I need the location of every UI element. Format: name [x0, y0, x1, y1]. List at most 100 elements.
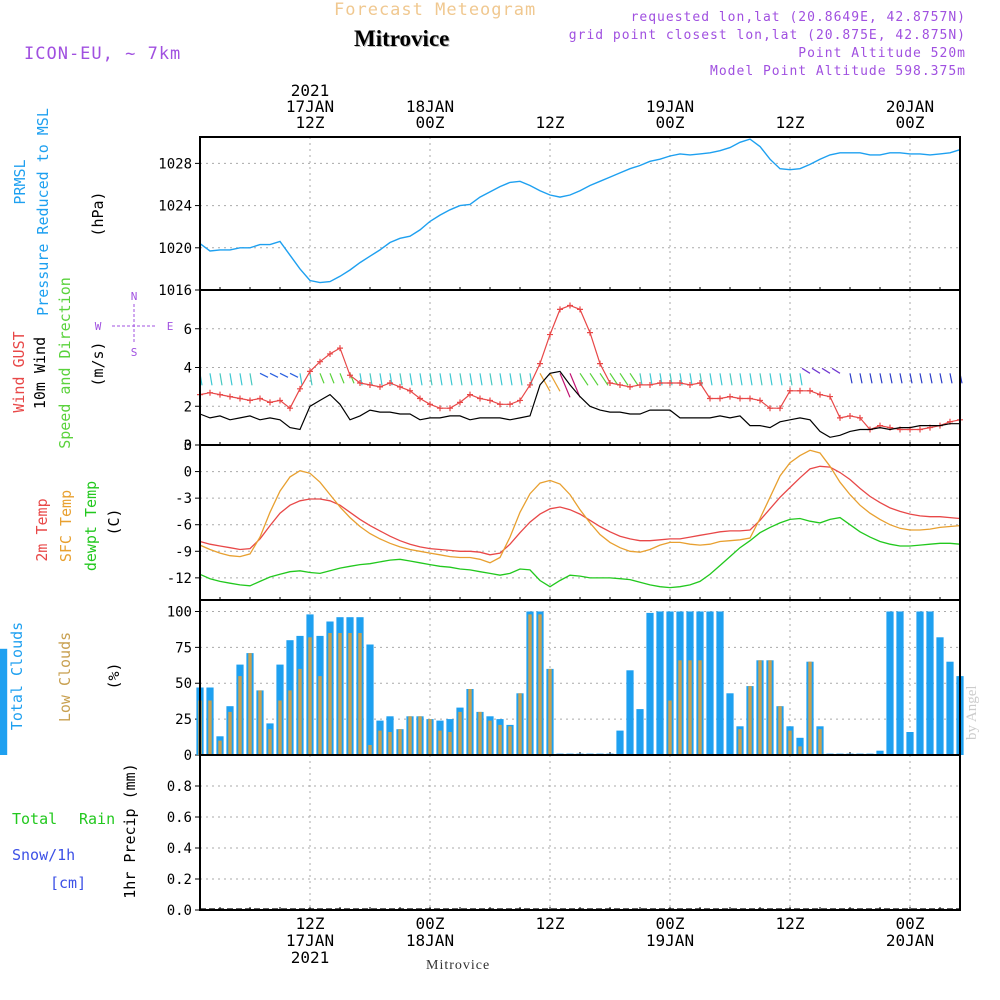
- wind-direction-arrow: [539, 373, 551, 392]
- gust-point: [737, 395, 743, 402]
- low-cloud-bar: [408, 716, 412, 756]
- wind-direction-arrow: [249, 373, 253, 386]
- dewpt-line: [199, 516, 961, 589]
- gust-point: [857, 414, 863, 421]
- y-tick-label: -3: [175, 491, 192, 507]
- gust-point: [557, 306, 563, 313]
- low-cloud-bar: [818, 729, 822, 755]
- gust-point: [607, 380, 613, 386]
- low-cloud-bar: [768, 660, 772, 755]
- low-cloud-bar: [438, 730, 442, 755]
- wind-direction-arrow: [859, 373, 863, 384]
- wind-direction-arrow: [739, 373, 743, 386]
- prmsl-label: PRMSL: [11, 159, 29, 204]
- y-tick-label: -9: [175, 544, 192, 560]
- wind-direction-arrow: [429, 373, 433, 386]
- low-cloud-bar: [688, 660, 692, 755]
- y-tick-label: 50: [175, 676, 192, 692]
- gust-point: [407, 387, 413, 394]
- location-title: Mitrovice: [354, 26, 450, 51]
- model-label: ICON-EU, ~ 7km: [24, 44, 182, 64]
- total-cloud-bar: [936, 637, 944, 755]
- bottom-time-label: 00Z: [416, 914, 445, 933]
- low-cloud-bar: [328, 633, 332, 755]
- y-tick-label: 0: [184, 748, 192, 764]
- compass-south: S: [131, 346, 138, 359]
- low-cloud-bar: [678, 660, 682, 755]
- low-cloud-bar: [448, 732, 452, 755]
- top-time-label: 18JAN: [406, 97, 454, 116]
- low-cloud-bar: [498, 724, 502, 755]
- panel-clouds: 0 25 50 75 100: [167, 600, 960, 764]
- gust-point: [267, 399, 273, 406]
- gust-point: [747, 395, 753, 402]
- compass-north: N: [131, 290, 138, 303]
- low-cloud-bar: [698, 660, 702, 755]
- low-cloud-bar: [288, 690, 292, 755]
- wind-direction-arrow: [479, 373, 483, 386]
- gust-point: [827, 393, 833, 400]
- low-cloud-bar: [308, 637, 312, 755]
- y-tick-label: 3: [184, 438, 192, 454]
- low-cloud-bar: [278, 700, 282, 755]
- wind-speed-line: [199, 370, 960, 438]
- wind-direction-arrow: [629, 372, 639, 386]
- wind-direction-arrow: [419, 373, 423, 386]
- sfc-temp-line: [199, 449, 961, 564]
- wind-direction-arrow: [569, 373, 581, 398]
- product-title: Forecast Meteogram: [334, 0, 537, 20]
- gust-point: [537, 360, 543, 367]
- gust-point: [817, 391, 823, 398]
- panel-frame-pressure: [199, 136, 961, 291]
- gust-point: [477, 395, 483, 402]
- gust-point: [797, 387, 803, 394]
- wind-direction-arrow: [619, 372, 629, 386]
- y-tick-label: 75: [175, 640, 192, 656]
- y-tick-label: 25: [175, 712, 192, 728]
- low-cloud-bar: [238, 676, 242, 755]
- wind-direction-arrow: [469, 373, 473, 386]
- total-cloud-bar: [706, 611, 714, 755]
- low-cloud-bar: [488, 720, 492, 755]
- prmsl-line: [199, 138, 961, 284]
- low-cloud-bar: [268, 729, 272, 755]
- wind-direction-arrow: [899, 373, 903, 384]
- y-tick-label: 6: [184, 322, 192, 338]
- low-cloud-bar: [518, 693, 522, 755]
- wind-direction-arrow: [831, 367, 841, 374]
- gust-point: [917, 426, 923, 433]
- wind-direction-arrow: [801, 367, 811, 374]
- wind-direction-arrow: [529, 373, 533, 386]
- wind-direction-arrow: [549, 373, 561, 392]
- celsius-label: (C): [105, 508, 123, 535]
- dewpt-label: dewpt Temp: [82, 481, 100, 571]
- total-cloud-bar: [886, 611, 894, 755]
- gust-point: [647, 381, 653, 388]
- top-time-label: 20JAN: [886, 97, 934, 116]
- gust-point: [527, 381, 533, 388]
- wind-direction-arrow: [719, 373, 723, 386]
- gust-point: [287, 405, 293, 412]
- low-cloud-bar: [428, 719, 432, 755]
- y-tick-label: 0.4: [167, 841, 192, 857]
- wind-direction-arrow: [779, 373, 783, 386]
- y-tick-label: 1024: [158, 199, 192, 215]
- gust-point: [237, 395, 243, 402]
- gust-point: [297, 385, 303, 392]
- total-cloud-bar: [896, 611, 904, 755]
- low-cloud-bar: [458, 711, 462, 755]
- wind-direction-arrow: [509, 373, 513, 386]
- low-cloud-bar: [418, 716, 422, 756]
- wind-direction-arrow: [519, 373, 523, 386]
- compass-cross: [112, 304, 156, 344]
- wind-direction-arrow: [369, 373, 373, 386]
- gust-point: [397, 383, 403, 390]
- temp-2m-line: [199, 465, 961, 556]
- total-cloud-bar: [636, 709, 644, 755]
- y-tick-label: 1016: [158, 283, 192, 299]
- wind-direction-arrow: [609, 372, 619, 386]
- top-time-label: 12Z: [296, 113, 325, 132]
- y-tick-label: 0.8: [167, 779, 192, 795]
- wind-direction-arrow: [489, 373, 493, 386]
